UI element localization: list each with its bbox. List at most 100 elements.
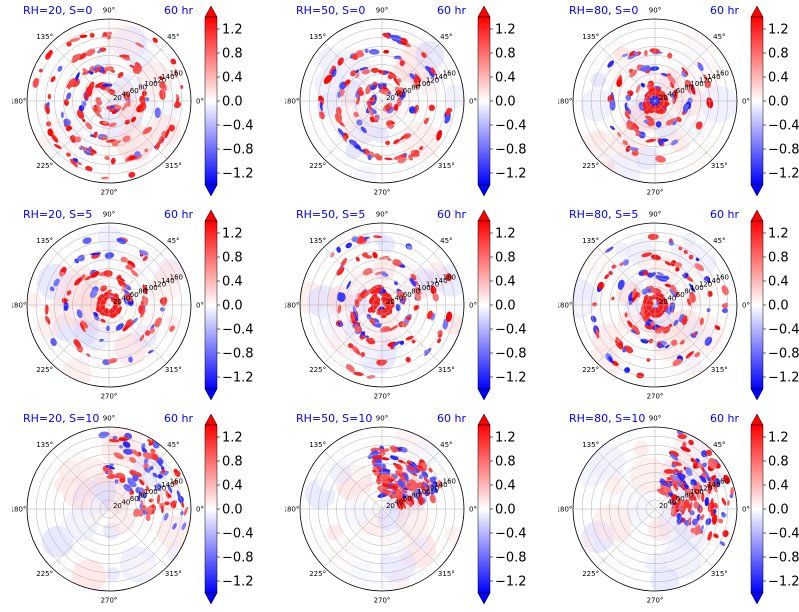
colorbar-tick-label: 1.2 — [495, 227, 516, 242]
radial-tick-label: 40 — [394, 499, 403, 507]
panel-title: RH=20, S=0 — [23, 4, 93, 17]
angular-tick-label: 315° — [165, 162, 182, 170]
radial-tick-label: 100 — [417, 284, 430, 292]
radial-tick-label: 60 — [676, 291, 685, 299]
colorbar-tick-label: 0.8 — [495, 455, 516, 470]
vorticity-field — [27, 427, 191, 591]
colorbar-gradient — [477, 220, 491, 390]
colorbar-tick-label: −1.2 — [222, 371, 254, 386]
radial-tick-label: 100 — [690, 488, 703, 496]
colorbar-extend-min — [477, 592, 491, 605]
colorbar: 1.2 0.8 0.4 0.0 −0.4 −0.8 −1.2 — [204, 209, 254, 401]
angular-tick-label: 315° — [438, 366, 455, 374]
angular-tick-label: 225° — [309, 366, 326, 374]
radial-tick-label: 160 — [716, 70, 729, 78]
panel-time-label: 60 hr — [437, 208, 466, 221]
angular-tick-label: 270° — [374, 597, 391, 605]
colorbar-tick-label: 0.0 — [768, 95, 789, 110]
panel-title: RH=80, S=10 — [569, 412, 646, 425]
angular-tick-label: 0° — [196, 98, 204, 106]
angular-tick-label: 45° — [440, 441, 452, 449]
angular-tick-label: 90° — [103, 7, 115, 15]
colorbar: 1.2 0.8 0.4 0.0 −0.4 −0.8 −1.2 — [750, 413, 799, 605]
colorbar-tick-label: 0.8 — [495, 47, 516, 62]
colorbar-tick-label: 0.8 — [222, 251, 243, 266]
plot-frame — [26, 222, 192, 388]
colorbar-tick-label: 0.0 — [495, 95, 516, 110]
radial-tick-label: 160 — [443, 70, 456, 78]
radial-tick-label: 80 — [411, 492, 420, 500]
radial-tick-label: 40 — [121, 91, 130, 99]
colorbar-tick-label: 1.2 — [768, 227, 789, 242]
radial-tick-label: 120 — [426, 485, 439, 493]
angular-tick-label: 0° — [196, 506, 204, 514]
colorbar-tick-label: 0.4 — [222, 479, 243, 494]
angular-tick-label: 135° — [309, 237, 326, 245]
radial-tick-label: 100 — [690, 284, 703, 292]
colorbar-extend-max — [477, 5, 491, 18]
radial-tick-label: 160 — [716, 478, 729, 486]
angular-tick-label: 225° — [582, 162, 599, 170]
angular-tick-label: 135° — [582, 441, 599, 449]
radial-tick-label: 20 — [113, 94, 122, 102]
colorbar-tick-label: 0.4 — [768, 71, 789, 86]
angular-tick-label: 45° — [167, 441, 179, 449]
angular-tick-label: 180° — [285, 98, 299, 106]
angular-tick-label: 315° — [165, 570, 182, 578]
radial-tick-label: 80 — [411, 288, 420, 296]
radial-tick-label: 140 — [434, 277, 447, 285]
colorbar-extend-min — [750, 592, 764, 605]
colorbar: 1.2 0.8 0.4 0.0 −0.4 −0.8 −1.2 — [204, 5, 254, 197]
radial-tick-label: 20 — [659, 94, 668, 102]
colorbar-extend-min — [477, 184, 491, 197]
radial-tick-label: 60 — [403, 87, 412, 95]
colorbar-tick-label: −0.4 — [222, 323, 254, 338]
colorbar-tick-label: −1.2 — [222, 575, 254, 590]
angular-tick-label: 0° — [469, 302, 477, 310]
angular-tick-label: 90° — [103, 211, 115, 219]
radial-tick-label: 80 — [138, 84, 147, 92]
polar-grid — [572, 18, 738, 184]
radial-tick-label: 140 — [161, 73, 174, 81]
polar-grid — [26, 18, 192, 184]
angular-tick-label: 315° — [711, 366, 728, 374]
radial-tick-label: 160 — [170, 274, 183, 282]
colorbar-extend-min — [204, 184, 218, 197]
colorbar: 1.2 0.8 0.4 0.0 −0.4 −0.8 −1.2 — [477, 5, 527, 197]
angular-tick-label: 270° — [374, 189, 391, 197]
colorbar-gradient — [204, 220, 218, 390]
colorbar-tick-label: 0.0 — [768, 299, 789, 314]
colorbar-gradient — [204, 424, 218, 594]
radial-tick-label: 160 — [170, 70, 183, 78]
radial-tick-label: 80 — [411, 84, 420, 92]
radial-tick-label: 80 — [684, 492, 693, 500]
angular-tick-label: 90° — [649, 211, 661, 219]
angular-tick-label: 135° — [309, 33, 326, 41]
colorbar-tick-label: 1.2 — [495, 431, 516, 446]
radial-tick-label: 40 — [667, 295, 676, 303]
colorbar-gradient — [477, 424, 491, 594]
angular-tick-label: 135° — [36, 33, 53, 41]
colorbar-extend-min — [750, 388, 764, 401]
angular-tick-label: 90° — [649, 415, 661, 423]
radial-tick-label: 20 — [386, 94, 395, 102]
colorbar-gradient — [204, 16, 218, 186]
vorticity-field — [575, 427, 734, 591]
colorbar-tick-label: 0.8 — [768, 455, 789, 470]
colorbar-tick-label: −0.4 — [495, 323, 527, 338]
plot-frame — [26, 426, 192, 592]
radial-tick-label: 160 — [170, 478, 183, 486]
colorbar-extend-max — [204, 413, 218, 426]
panel-time-label: 60 hr — [710, 4, 739, 17]
panel-time-label: 60 hr — [710, 412, 739, 425]
colorbar-tick-label: 1.2 — [222, 227, 243, 242]
panel-title: RH=50, S=10 — [296, 412, 373, 425]
panel-title: RH=20, S=5 — [23, 208, 93, 221]
angular-tick-label: 180° — [558, 506, 572, 514]
radial-tick-label: 40 — [121, 295, 130, 303]
